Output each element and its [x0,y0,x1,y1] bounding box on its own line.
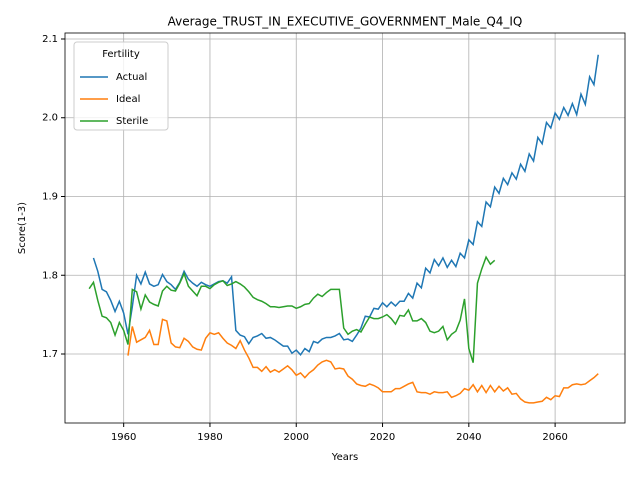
y-axis-label: Score(1-3) [17,202,28,254]
y-tick-label: 1.7 [42,349,58,360]
plot-frame [64,32,626,424]
grid [65,33,625,423]
x-tick-label: 1960 [111,432,136,443]
data-line [88,255,496,363]
y-tick-label: 2.1 [42,34,58,45]
data-line [127,318,599,404]
legend-box [73,41,169,131]
x-axis-label: Years [331,452,358,463]
legend-title: Fertility [102,49,140,60]
legend: Fertility Actual Ideal Sterile [73,41,169,131]
chart-title: Average_TRUST_IN_EXECUTIVE_GOVERNMENT_Ma… [168,15,523,29]
y-tick-label: 1.9 [42,191,58,202]
y-tick-label: 2.0 [42,113,58,124]
x-tick-label: 2060 [542,432,567,443]
x-tick-label: 2020 [370,432,395,443]
legend-label: Actual [116,72,147,83]
x-tick-label: 2000 [284,432,309,443]
legend-label: Sterile [116,116,148,127]
x-tick-label: 2040 [456,432,481,443]
y-tick-label: 1.8 [42,270,58,281]
x-tick-label: 1980 [197,432,222,443]
legend-label: Ideal [116,94,140,105]
